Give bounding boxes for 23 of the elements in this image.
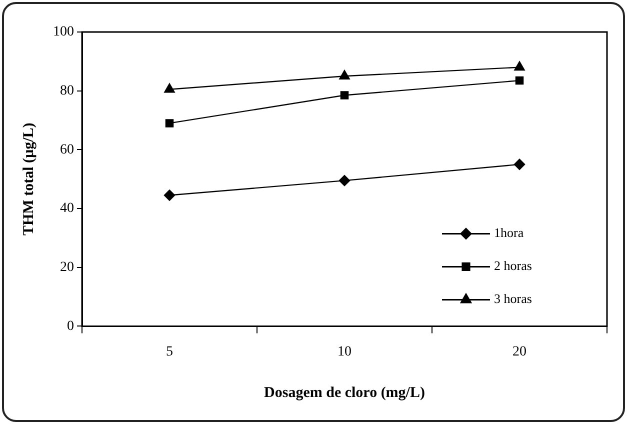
y-tick-label: 100 — [53, 24, 74, 40]
y-tick-label: 0 — [67, 318, 74, 334]
legend-label: 2 horas — [494, 258, 532, 274]
point — [514, 61, 525, 71]
point — [338, 174, 350, 186]
legend-label: 1hora — [494, 225, 524, 240]
y-tick-label: 40 — [60, 201, 74, 216]
point — [164, 190, 176, 201]
y-axis-title: THM total (µg/L) — [20, 122, 37, 236]
point — [339, 70, 350, 80]
y-tick-label: 60 — [60, 142, 74, 158]
x-tick-label: 5 — [166, 344, 173, 360]
x-axis-title: Dosagem de cloro (mg/L) — [264, 384, 425, 401]
y-tick-label: 80 — [60, 84, 74, 99]
point — [515, 76, 524, 85]
point — [165, 119, 174, 128]
legend-label: 3 horas — [494, 291, 532, 306]
point — [514, 158, 526, 170]
point — [340, 91, 349, 100]
x-tick-label: 10 — [338, 344, 352, 360]
x-tick-label: 20 — [512, 344, 526, 360]
point — [164, 83, 175, 93]
y-tick-label: 20 — [60, 260, 74, 276]
